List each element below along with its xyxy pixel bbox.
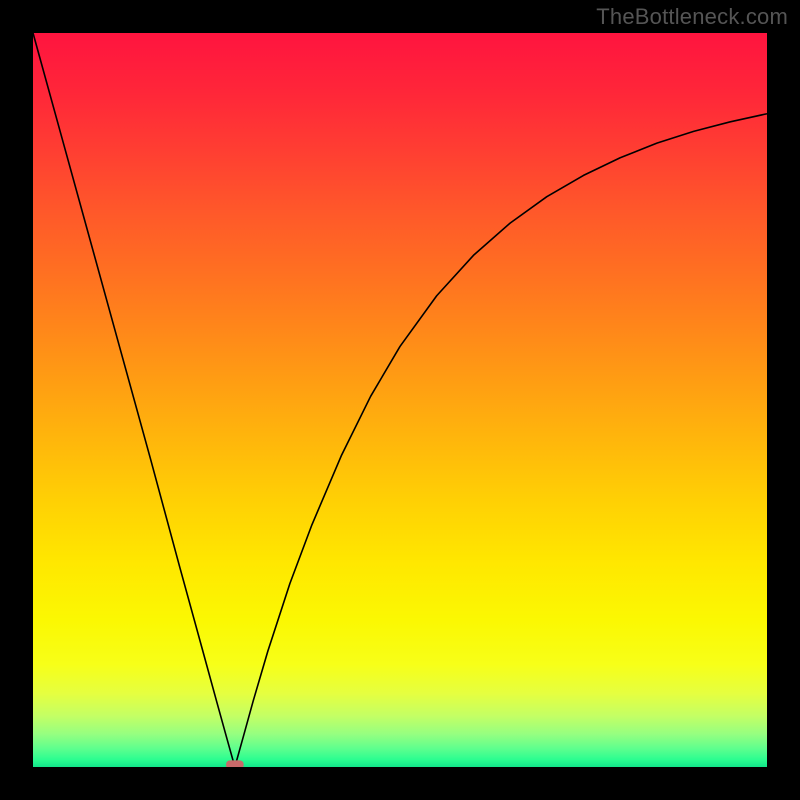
bottleneck-chart — [0, 0, 800, 800]
watermark-text: TheBottleneck.com — [596, 4, 788, 30]
